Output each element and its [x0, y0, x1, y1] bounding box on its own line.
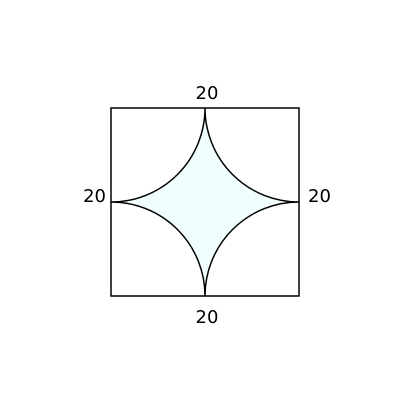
curved-star-region — [111, 108, 299, 296]
left-dimension-label: 20 — [83, 186, 106, 207]
bottom-dimension-label: 20 — [196, 307, 219, 328]
top-dimension-label: 20 — [196, 83, 219, 104]
right-dimension-label: 20 — [308, 186, 331, 207]
